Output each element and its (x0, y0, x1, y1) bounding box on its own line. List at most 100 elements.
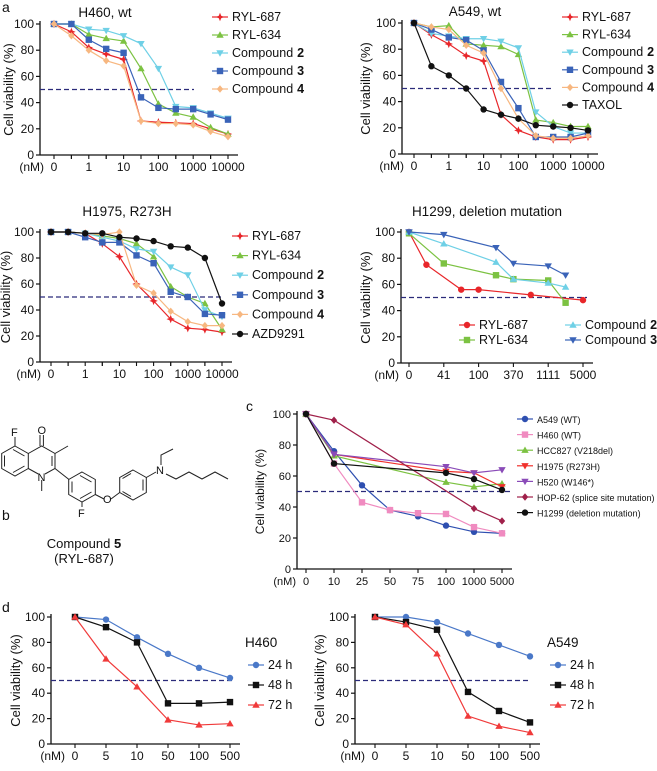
data-point (492, 258, 500, 265)
ring-d (119, 469, 147, 501)
legend-item: RYL-687 (562, 10, 631, 24)
legend-marker-icon (216, 50, 224, 57)
legend-label: Compound 2 (232, 46, 304, 60)
data-point (218, 312, 226, 319)
x-tick-label: 10 (130, 749, 144, 763)
x-tick-label: 100 (144, 367, 164, 381)
legend-label: Compound 3 (252, 288, 324, 302)
data-point (183, 324, 192, 333)
legend-label: RYL-687 (582, 10, 631, 24)
x-unit-label: (nM) (379, 159, 404, 173)
y-tick-label: 60 (382, 277, 396, 291)
x-tick-label: 5000 (490, 576, 514, 588)
legend-item: 72 h (550, 698, 594, 712)
data-point (154, 65, 163, 73)
data-point (561, 283, 570, 290)
data-point (442, 464, 450, 471)
data-point (532, 131, 539, 140)
atom-f2: F (78, 508, 85, 520)
legend-label-number: 3 (297, 64, 304, 78)
data-point (544, 263, 552, 270)
legend-item: 24 h (248, 658, 292, 672)
x-tick-label: 100 (189, 749, 209, 763)
data-point (497, 42, 505, 50)
data-point (433, 626, 441, 633)
y-tick-label: 60 (336, 661, 350, 675)
data-point (68, 20, 75, 28)
legend-item: H1299 (deletion mutation) (517, 509, 641, 519)
legend-item: H520 (W146*) (517, 477, 594, 487)
data-point (137, 117, 145, 125)
data-point (99, 230, 106, 237)
legend-label-text: Compound (582, 63, 643, 77)
data-point (440, 240, 448, 247)
data-point (200, 325, 210, 334)
series-compound2 (50, 21, 232, 123)
y-tick-label: 40 (382, 304, 396, 318)
y-tick-label: 40 (21, 96, 35, 110)
legend-label-text: RYL-634 (252, 249, 301, 263)
data-point (119, 55, 128, 64)
legend-label-text: Compound (582, 45, 643, 59)
legend-label-text: Compound (252, 268, 313, 282)
x-tick-label: 500 (220, 749, 240, 763)
data-point (579, 296, 587, 304)
legend-marker-icon (236, 330, 244, 338)
legend-label-number: 3 (317, 288, 324, 302)
data-point (442, 510, 450, 518)
data-point (423, 261, 430, 268)
y-tick-label: 100 (329, 610, 349, 624)
series-48-h (371, 613, 534, 726)
data-point (155, 119, 162, 128)
data-point (195, 664, 203, 671)
legend-item: Compound 3 (232, 288, 324, 302)
x-tick-label: 5 (403, 749, 410, 763)
data-point (414, 510, 422, 517)
data-point (371, 613, 379, 620)
data-point (509, 275, 518, 282)
y-tick-label: 80 (383, 42, 397, 56)
data-point (470, 504, 478, 513)
legend-marker-icon (566, 49, 574, 56)
legend-label: 48 h (570, 678, 594, 692)
legend-label: 24 h (268, 658, 292, 672)
data-point (149, 253, 158, 260)
series-line (74, 616, 231, 726)
data-point (479, 56, 488, 66)
data-point (584, 122, 592, 130)
data-point (99, 239, 106, 246)
data-point (167, 288, 174, 295)
atom-n2: N (156, 465, 164, 477)
x-tick-label: 50 (384, 576, 396, 588)
y-tick-label: 40 (32, 686, 46, 700)
data-point (201, 299, 209, 307)
y-tick-label: 20 (21, 122, 35, 136)
x-unit-label: (nM) (273, 576, 296, 588)
legend-label: RYL-634 (252, 249, 301, 263)
series-line (408, 231, 566, 276)
data-point (133, 281, 140, 289)
data-point (445, 34, 452, 41)
data-point (463, 41, 470, 49)
legend-label-text: HOP-62 (splice site mutation) (537, 493, 655, 503)
legend-marker-icon (521, 463, 529, 470)
legend-label-text: RYL-634 (582, 28, 631, 42)
data-point (85, 46, 92, 54)
legend-label: HOP-62 (splice site mutation) (537, 493, 655, 503)
series-line (74, 616, 231, 704)
data-point (120, 62, 127, 70)
series-line (408, 231, 584, 301)
legend-label: 48 h (268, 678, 292, 692)
legend-marker-icon (252, 701, 260, 708)
legend-label: Compound 4 (582, 80, 654, 94)
x-tick-label: 100 (489, 749, 509, 763)
legend-label-number: 2 (650, 318, 657, 332)
data-point (532, 116, 540, 123)
data-point (358, 482, 366, 489)
legend-label: H520 (W146*) (537, 477, 594, 487)
legend-marker-icon (554, 661, 562, 669)
legend-label: HCC827 (V218del) (537, 446, 613, 456)
legend-item: H460 (WT) (517, 431, 581, 441)
